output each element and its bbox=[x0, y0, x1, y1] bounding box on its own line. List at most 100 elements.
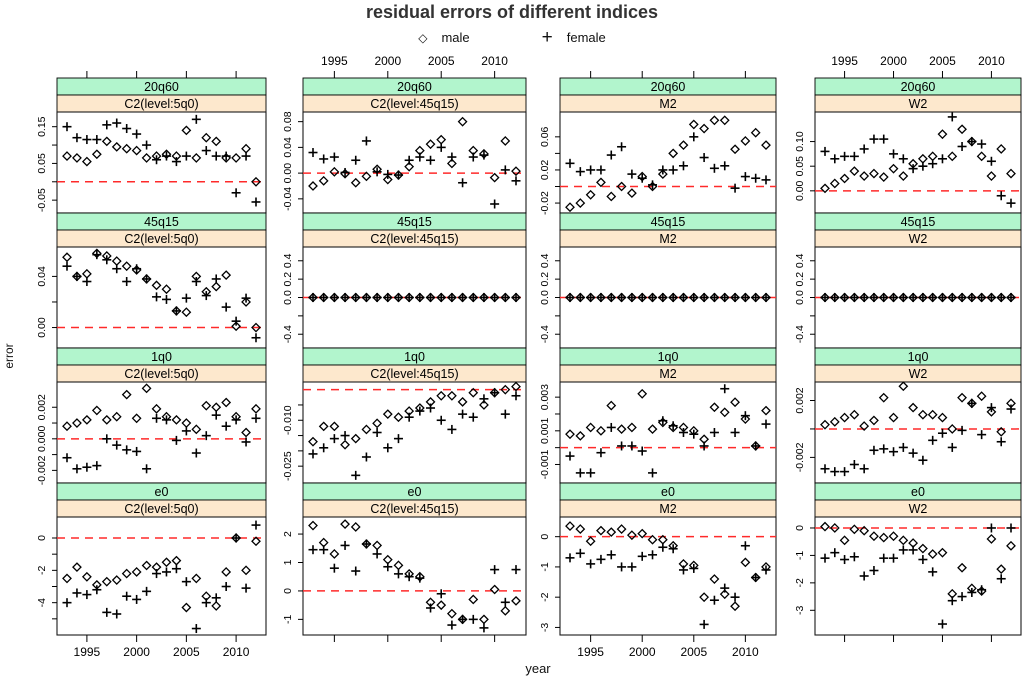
male-point bbox=[927, 409, 938, 420]
col-strip-label: M2 bbox=[659, 97, 676, 111]
plot-area bbox=[302, 516, 527, 636]
male-point bbox=[888, 531, 899, 542]
col-strip-label: M2 bbox=[659, 232, 676, 246]
male-point bbox=[565, 521, 575, 531]
male-point bbox=[131, 567, 142, 577]
x-tick-label-bottom: 1995 bbox=[577, 645, 604, 659]
male-point bbox=[91, 149, 102, 160]
male-point bbox=[986, 534, 997, 544]
male-point bbox=[111, 411, 122, 422]
male-point bbox=[740, 414, 751, 424]
male-point bbox=[1006, 540, 1016, 551]
male-point bbox=[181, 602, 192, 613]
panel-1q0-C2(level:5q0): 1q0 C2(level:5q0) 0.002 0.000 -0.002 bbox=[36, 347, 267, 485]
male-point bbox=[740, 136, 751, 146]
female-points bbox=[820, 523, 1016, 629]
male-point bbox=[72, 152, 82, 163]
male-point bbox=[372, 418, 383, 429]
female-points bbox=[820, 293, 1016, 302]
male-point bbox=[917, 409, 928, 420]
chart-title: residual errors of different indices bbox=[365, 2, 659, 22]
male-point bbox=[221, 270, 232, 281]
male-point bbox=[511, 381, 521, 392]
col-strip-label: W2 bbox=[909, 97, 928, 111]
male-point bbox=[141, 383, 152, 394]
male-point bbox=[511, 595, 521, 606]
male-point bbox=[937, 412, 948, 423]
y-tick-label: 0 bbox=[794, 525, 806, 531]
panel-20q60-M2: 20q60 M2 0.06 0.02 -0.02 bbox=[539, 77, 777, 215]
male-point bbox=[221, 567, 232, 577]
y-tick-label: -0.002 bbox=[794, 442, 806, 472]
y-tick-label: 0.2 bbox=[539, 272, 551, 287]
row-strip-label: e0 bbox=[408, 485, 422, 499]
plot-area bbox=[559, 381, 777, 484]
male-point bbox=[947, 424, 958, 434]
y-tick-label: 0.06 bbox=[539, 126, 551, 147]
y-tick-label: -0.002 bbox=[36, 455, 48, 485]
male-point bbox=[626, 188, 637, 199]
female-points bbox=[62, 410, 261, 474]
male-point bbox=[730, 144, 740, 155]
x-tick-label-top: 1995 bbox=[321, 54, 348, 68]
male-point bbox=[730, 397, 740, 408]
male-point bbox=[820, 183, 830, 194]
y-tick-label: -2 bbox=[36, 566, 48, 575]
male-point bbox=[211, 600, 222, 611]
male-point bbox=[976, 151, 987, 162]
female-points bbox=[820, 398, 1016, 477]
y-tick-label: -2 bbox=[539, 592, 551, 601]
male-point bbox=[839, 535, 850, 546]
male-point bbox=[878, 532, 889, 543]
male-point bbox=[479, 614, 489, 625]
male-point bbox=[350, 177, 361, 188]
male-point bbox=[372, 540, 383, 551]
male-point bbox=[382, 174, 393, 185]
male-point bbox=[151, 280, 162, 291]
male-point bbox=[318, 421, 329, 432]
male-point bbox=[859, 171, 870, 181]
male-points bbox=[565, 388, 771, 451]
male-point bbox=[436, 390, 447, 401]
male-point bbox=[361, 171, 372, 182]
col-strip-label: C2(level:45q15) bbox=[370, 232, 458, 246]
y-tick-label: -0.4 bbox=[539, 325, 551, 343]
row-strip-label: 20q60 bbox=[144, 80, 179, 94]
y-tick-label: -4 bbox=[36, 598, 48, 607]
y-tick-label: 0.4 bbox=[539, 253, 551, 268]
plot-area bbox=[302, 381, 527, 484]
male-point bbox=[937, 547, 948, 558]
male-point bbox=[251, 176, 261, 187]
male-point bbox=[393, 560, 404, 571]
row-strip-label: 45q15 bbox=[901, 215, 936, 229]
y-tick-label: 0.4 bbox=[794, 253, 806, 268]
row-strip-label: 20q60 bbox=[651, 80, 686, 94]
male-point bbox=[241, 565, 251, 576]
female-points bbox=[565, 541, 771, 629]
male-point bbox=[616, 424, 627, 435]
male-point bbox=[111, 575, 122, 585]
plot-area bbox=[56, 516, 267, 636]
y-tick-label: 0.001 bbox=[539, 418, 551, 444]
male-point bbox=[191, 573, 202, 584]
y-tick-label: 0.00 bbox=[36, 317, 48, 338]
x-tick-label-top: 2000 bbox=[880, 54, 907, 68]
panel-45q15-M2: 45q15 M2 0.4 0.2 0.0 -0.4 bbox=[539, 212, 777, 349]
male-point bbox=[318, 175, 329, 186]
panel-1q0-M2: 1q0 M2 0.003 0.001 -0.001 bbox=[539, 347, 777, 484]
male-point bbox=[898, 535, 909, 546]
male-point bbox=[888, 412, 899, 423]
plot-area bbox=[56, 381, 267, 484]
x-tick-label-bottom: 2005 bbox=[680, 645, 707, 659]
male-point bbox=[251, 403, 261, 414]
male-point bbox=[596, 177, 606, 188]
x-tick-label-bottom: 2010 bbox=[223, 645, 250, 659]
panel-20q60-C2(level:5q0): 20q60 C2(level:5q0) 0.15 0.05 -0.05 bbox=[36, 77, 267, 214]
y-tick-label: -0.4 bbox=[282, 325, 294, 343]
male-point bbox=[436, 600, 447, 611]
male-point bbox=[839, 412, 850, 423]
male-point bbox=[719, 407, 730, 418]
male-point bbox=[101, 136, 112, 147]
male-point bbox=[211, 136, 222, 147]
